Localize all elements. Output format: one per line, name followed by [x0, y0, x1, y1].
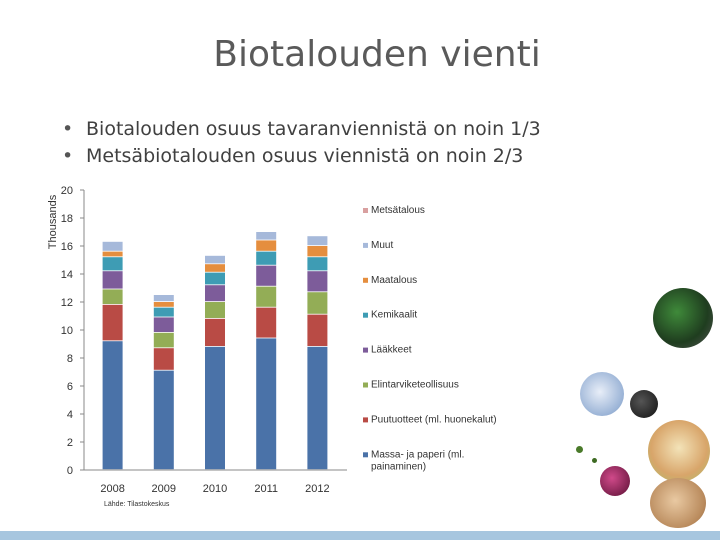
legend-swatch: [363, 312, 368, 318]
bullet-list: • Biotalouden osuus tavaranviennistä on n…: [62, 116, 541, 170]
slide-title: Biotalouden vienti: [213, 34, 541, 75]
bar-segment: [307, 236, 328, 246]
y-tick-label: 20: [61, 185, 73, 197]
x-tick-label: 2008: [100, 483, 124, 495]
x-tick-label: 2012: [305, 483, 329, 495]
bullet-dot: •: [62, 118, 74, 140]
green-dot-decoration: [592, 458, 597, 463]
y-tick-label: 12: [61, 297, 73, 309]
packaging-image: [580, 372, 624, 416]
bar-segment: [307, 271, 328, 292]
bullet-text: Metsäbiotalouden osuus viennistä on noin…: [86, 145, 524, 167]
bar-segment: [205, 255, 225, 264]
bar-segment: [153, 348, 174, 370]
bar-segment: [153, 295, 174, 302]
pills-image: [630, 390, 658, 418]
y-tick-label: 6: [67, 381, 73, 393]
bar-segment: [102, 289, 123, 304]
legend-label: Lääkkeet: [371, 345, 412, 356]
legend-swatch: [363, 452, 368, 458]
bar-segment: [153, 302, 174, 307]
bar-segment: [256, 338, 277, 470]
x-axis: 2008 2009 2010 2011 2012: [84, 469, 347, 495]
bar-segment: [102, 251, 123, 257]
legend: Metsätalous Muut Maatalous Kemikaalit Lääkke…: [363, 205, 497, 472]
legend-label: painaminen): [371, 461, 426, 472]
bar-segment: [102, 304, 123, 341]
y-tick-label: 4: [67, 409, 73, 421]
bar-segment: [256, 251, 277, 265]
bar-segment: [256, 265, 277, 286]
legend-label: Puutuotteet (ml. huonekalut): [371, 414, 497, 425]
legend-swatch: [363, 242, 368, 248]
bar-segment: [256, 240, 277, 251]
source-note: Lähde: Tilastokeskus: [104, 501, 170, 508]
y-axis: 0 2 4 6 8 10 12 14 16 18 20: [61, 185, 85, 477]
bullet-item: • Biotalouden osuus tavaranviennistä on n…: [62, 116, 541, 143]
bullet-item: • Metsäbiotalouden osuus viennistä on noi…: [62, 143, 541, 170]
bar-segment: [205, 346, 225, 470]
y-tick-label: 14: [61, 269, 73, 281]
bar-segment: [102, 257, 123, 271]
bar-segment: [307, 314, 328, 346]
bar-segment: [307, 257, 328, 271]
legend-label: Massa- ja paperi (ml.: [371, 449, 464, 460]
x-tick-label: 2011: [254, 483, 278, 495]
bar-segment: [153, 370, 174, 470]
x-tick-label: 2010: [203, 483, 227, 495]
bar-segment: [256, 286, 277, 307]
legend-label: Maatalous: [371, 275, 417, 286]
bars: [102, 232, 328, 470]
bullet-text: Biotalouden osuus tavaranviennistä on no…: [86, 118, 541, 140]
y-tick-label: 16: [61, 241, 73, 253]
bar-segment: [205, 318, 225, 346]
y-tick-label: 8: [67, 353, 73, 365]
x-tick-label: 2009: [152, 483, 176, 495]
bar-segment: [153, 307, 174, 317]
bar-segment: [153, 317, 174, 332]
legend-swatch: [363, 277, 368, 283]
legend-label: Elintarviketeollisuus: [371, 380, 459, 391]
bar-segment: [256, 307, 277, 338]
bar-segment: [256, 232, 277, 240]
bar-segment: [205, 302, 225, 318]
legend-swatch: [363, 417, 368, 423]
legend-label: Kemikaalit: [371, 310, 417, 321]
bar-segment: [307, 292, 328, 314]
y-tick-label: 10: [61, 325, 73, 337]
food-image: [648, 420, 710, 482]
legend-swatch: [363, 208, 368, 213]
legend-swatch: [363, 347, 368, 353]
berry-image: [600, 466, 630, 496]
forest-machine-image: [653, 288, 713, 348]
bottom-bar: [0, 531, 720, 540]
legend-label: Metsätalous: [371, 205, 425, 216]
y-tick-label: 0: [67, 465, 73, 477]
bar-segment: [205, 285, 225, 302]
bullet-dot: •: [62, 145, 74, 167]
bar-segment: [307, 346, 328, 470]
legend-label: Muut: [371, 240, 393, 251]
y-tick-label: 18: [61, 213, 73, 225]
bar-segment: [102, 241, 123, 251]
bar-segment: [307, 246, 328, 257]
legend-swatch: [363, 382, 368, 388]
bar-segment: [102, 271, 123, 289]
y-tick-label: 2: [67, 437, 73, 449]
bar-segment: [205, 264, 225, 272]
bar-segment: [153, 332, 174, 348]
green-dot-decoration: [576, 446, 583, 453]
wood-image: [650, 478, 706, 528]
y-axis-label: Thousands: [47, 194, 59, 249]
bar-segment: [205, 272, 225, 285]
bar-segment: [102, 341, 123, 470]
